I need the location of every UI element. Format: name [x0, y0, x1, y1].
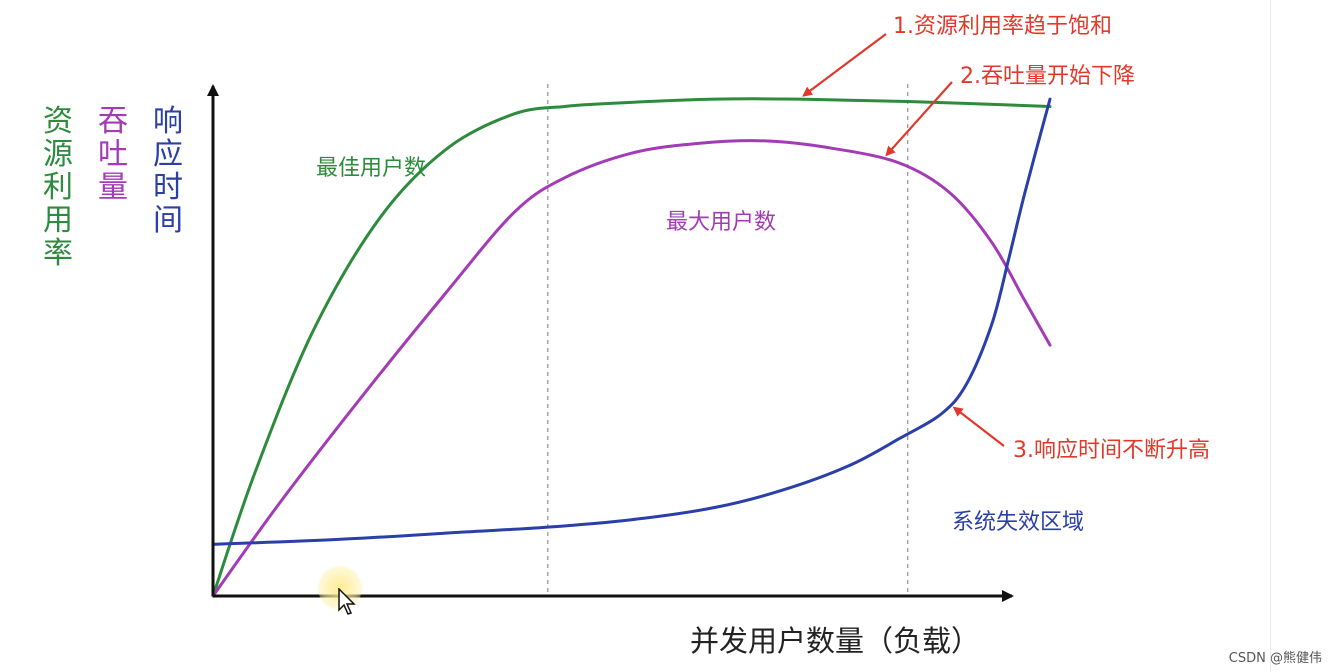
annotation-arrow-1: [802, 33, 887, 97]
annotation-throughput-drop: 2.吞吐量开始下降: [960, 64, 1135, 89]
annotation-arrow-3: [952, 406, 1005, 447]
series-line-resource: [211, 97, 1052, 598]
x-axis-label: 并发用户数量（负载）: [690, 624, 981, 658]
region-label-max: 最大用户数: [666, 210, 777, 235]
series-line-response: [211, 97, 1052, 546]
y-label-throughput: 吞吐量: [98, 104, 128, 205]
series-line-throughput: [211, 139, 1052, 598]
region-label-failure: 系统失效区域: [952, 510, 1085, 535]
mouse-pointer-icon: [338, 588, 356, 615]
annotation-response-rise: 3.响应时间不断升高: [1013, 438, 1210, 463]
watermark: CSDN @熊健伟: [1228, 651, 1322, 666]
annotation-resource-saturation: 1.资源利用率趋于饱和: [893, 14, 1112, 39]
region-label-optimal: 最佳用户数: [316, 156, 427, 181]
page-divider: [1270, 0, 1271, 672]
annotation-arrow-2: [885, 81, 953, 157]
y-label-response: 响应时间: [153, 104, 183, 238]
y-label-resource: 资源利用率: [43, 104, 73, 271]
